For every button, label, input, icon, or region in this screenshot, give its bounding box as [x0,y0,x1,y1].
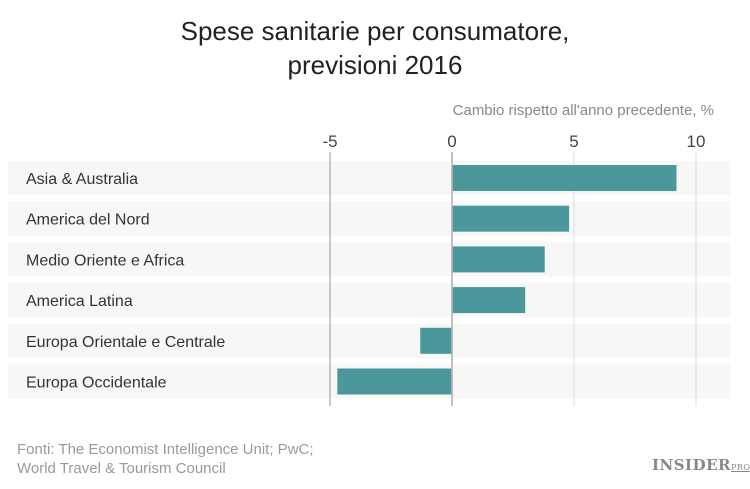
category-label: Asia & Australia [26,171,138,188]
row-band [8,283,730,318]
x-axis-label: Cambio rispetto all'anno precedente, % [452,102,714,119]
insider-pro-logo: INSIDERPRO [652,456,750,474]
row-band [8,242,730,277]
category-label: America Latina [26,293,133,310]
category-label: Medio Oriente e Africa [26,252,184,269]
category-label: Europa Occidentale [26,375,167,392]
bar [452,287,526,314]
x-tick-label: 5 [569,132,578,151]
x-tick-label: 10 [687,132,706,151]
x-tick-label: 0 [447,132,456,151]
bar [452,205,570,232]
title-line-1: Spese sanitarie per consumatore, [180,16,570,46]
bar [452,165,677,191]
category-label: America del Nord [26,212,150,229]
row-band [8,323,730,358]
chart-title: Spese sanitarie per consumatore, previsi… [0,14,750,82]
source-line-2: World Travel & Tourism Council [17,460,226,477]
source-line-1: Fonti: The Economist Intelligence Unit; … [17,441,314,458]
bar [337,368,452,395]
source-note: Fonti: The Economist Intelligence Unit; … [17,440,314,478]
category-label: Europa Orientale e Centrale [26,334,225,351]
title-line-2: previsioni 2016 [287,50,463,80]
bar [420,327,452,354]
row-band [8,201,730,236]
x-tick-label: -5 [322,132,337,151]
bar [452,246,545,273]
